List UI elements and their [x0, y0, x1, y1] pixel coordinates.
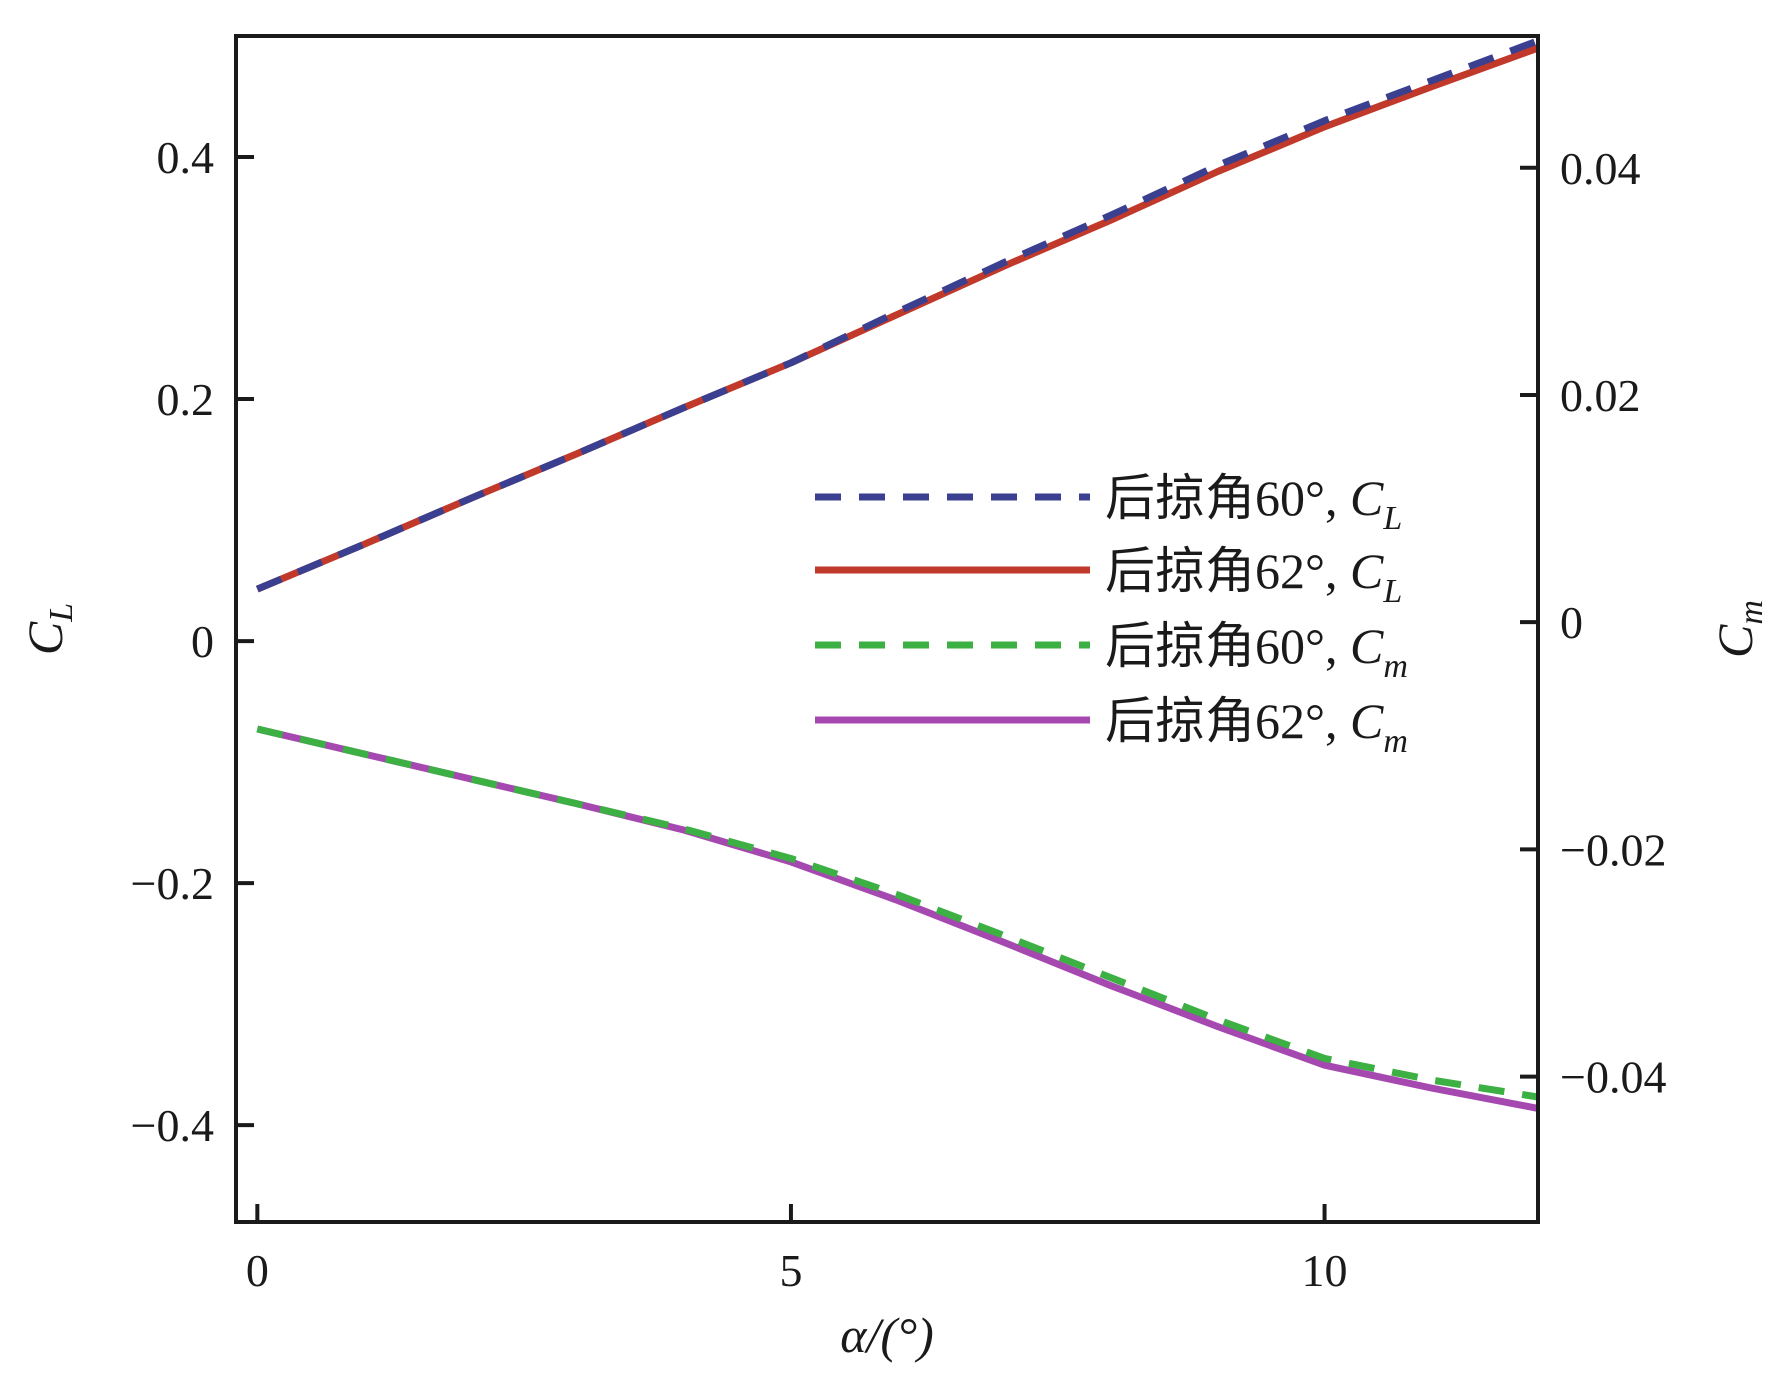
y-left-tick-label: 0.4	[157, 132, 215, 183]
y-right-title-main: C	[1707, 624, 1763, 658]
legend-label-symbol: C	[1350, 470, 1384, 526]
y-left-title-main: C	[17, 621, 73, 655]
legend-label-symbol: C	[1350, 543, 1384, 599]
y-left-tick-label: 0.2	[157, 374, 215, 425]
legend-label-sub: m	[1383, 723, 1408, 760]
x-axis-title: α/(°)	[840, 1307, 933, 1363]
legend-label: 后掠角60°, Cm	[1105, 618, 1408, 685]
legend-label: 后掠角62°, Cm	[1105, 693, 1408, 760]
y-right-tick-label: −0.02	[1560, 824, 1666, 875]
legend-label-main: 后掠角62°,	[1105, 693, 1350, 749]
series-line	[255, 37, 1540, 593]
y-right-axis-title: Cm	[1707, 600, 1770, 658]
x-tick-label: 5	[779, 1245, 802, 1296]
y-right-tick-label: 0	[1560, 597, 1583, 648]
y-right-title-sub: m	[1733, 600, 1770, 625]
ticks-layer: 0 5 10 −0.4 −0.2 0 0.2 0.4 −0.04 −0.02 0 0.02 0.04	[131, 132, 1667, 1296]
legend-label-sub: m	[1383, 648, 1408, 685]
legend-label-sub: L	[1382, 573, 1402, 610]
y-right-tick-label: 0.04	[1560, 143, 1641, 194]
legend-label-symbol: C	[1350, 693, 1384, 749]
y-left-axis-title: CL	[17, 603, 80, 655]
svg-text:CL: CL	[17, 603, 80, 655]
legend-label-main: 后掠角60°,	[1105, 618, 1350, 674]
y-left-tick-label: −0.2	[131, 858, 214, 909]
svg-text:Cm: Cm	[1707, 600, 1770, 658]
y-left-tick-label: 0	[191, 616, 214, 667]
legend-label-symbol: C	[1350, 618, 1384, 674]
series-line	[256, 725, 1539, 1112]
y-right-tick-label: −0.04	[1560, 1052, 1666, 1103]
y-right-tick-label: 0.02	[1560, 370, 1641, 421]
legend-label: 后掠角62°, CL	[1105, 543, 1402, 610]
legend-label-main: 后掠角60°,	[1105, 470, 1350, 526]
legend-label: 后掠角60°, CL	[1105, 470, 1402, 537]
x-tick-label: 10	[1302, 1245, 1348, 1296]
legend-label-sub: L	[1382, 500, 1402, 537]
y-left-tick-label: −0.4	[131, 1100, 214, 1151]
x-tick-label: 0	[246, 1245, 269, 1296]
legend-label-main: 后掠角62°,	[1105, 543, 1350, 599]
series-layer	[255, 37, 1540, 1112]
plot-frame	[234, 34, 1540, 1224]
series-line	[256, 725, 1539, 1101]
y-left-title-sub: L	[43, 603, 80, 623]
